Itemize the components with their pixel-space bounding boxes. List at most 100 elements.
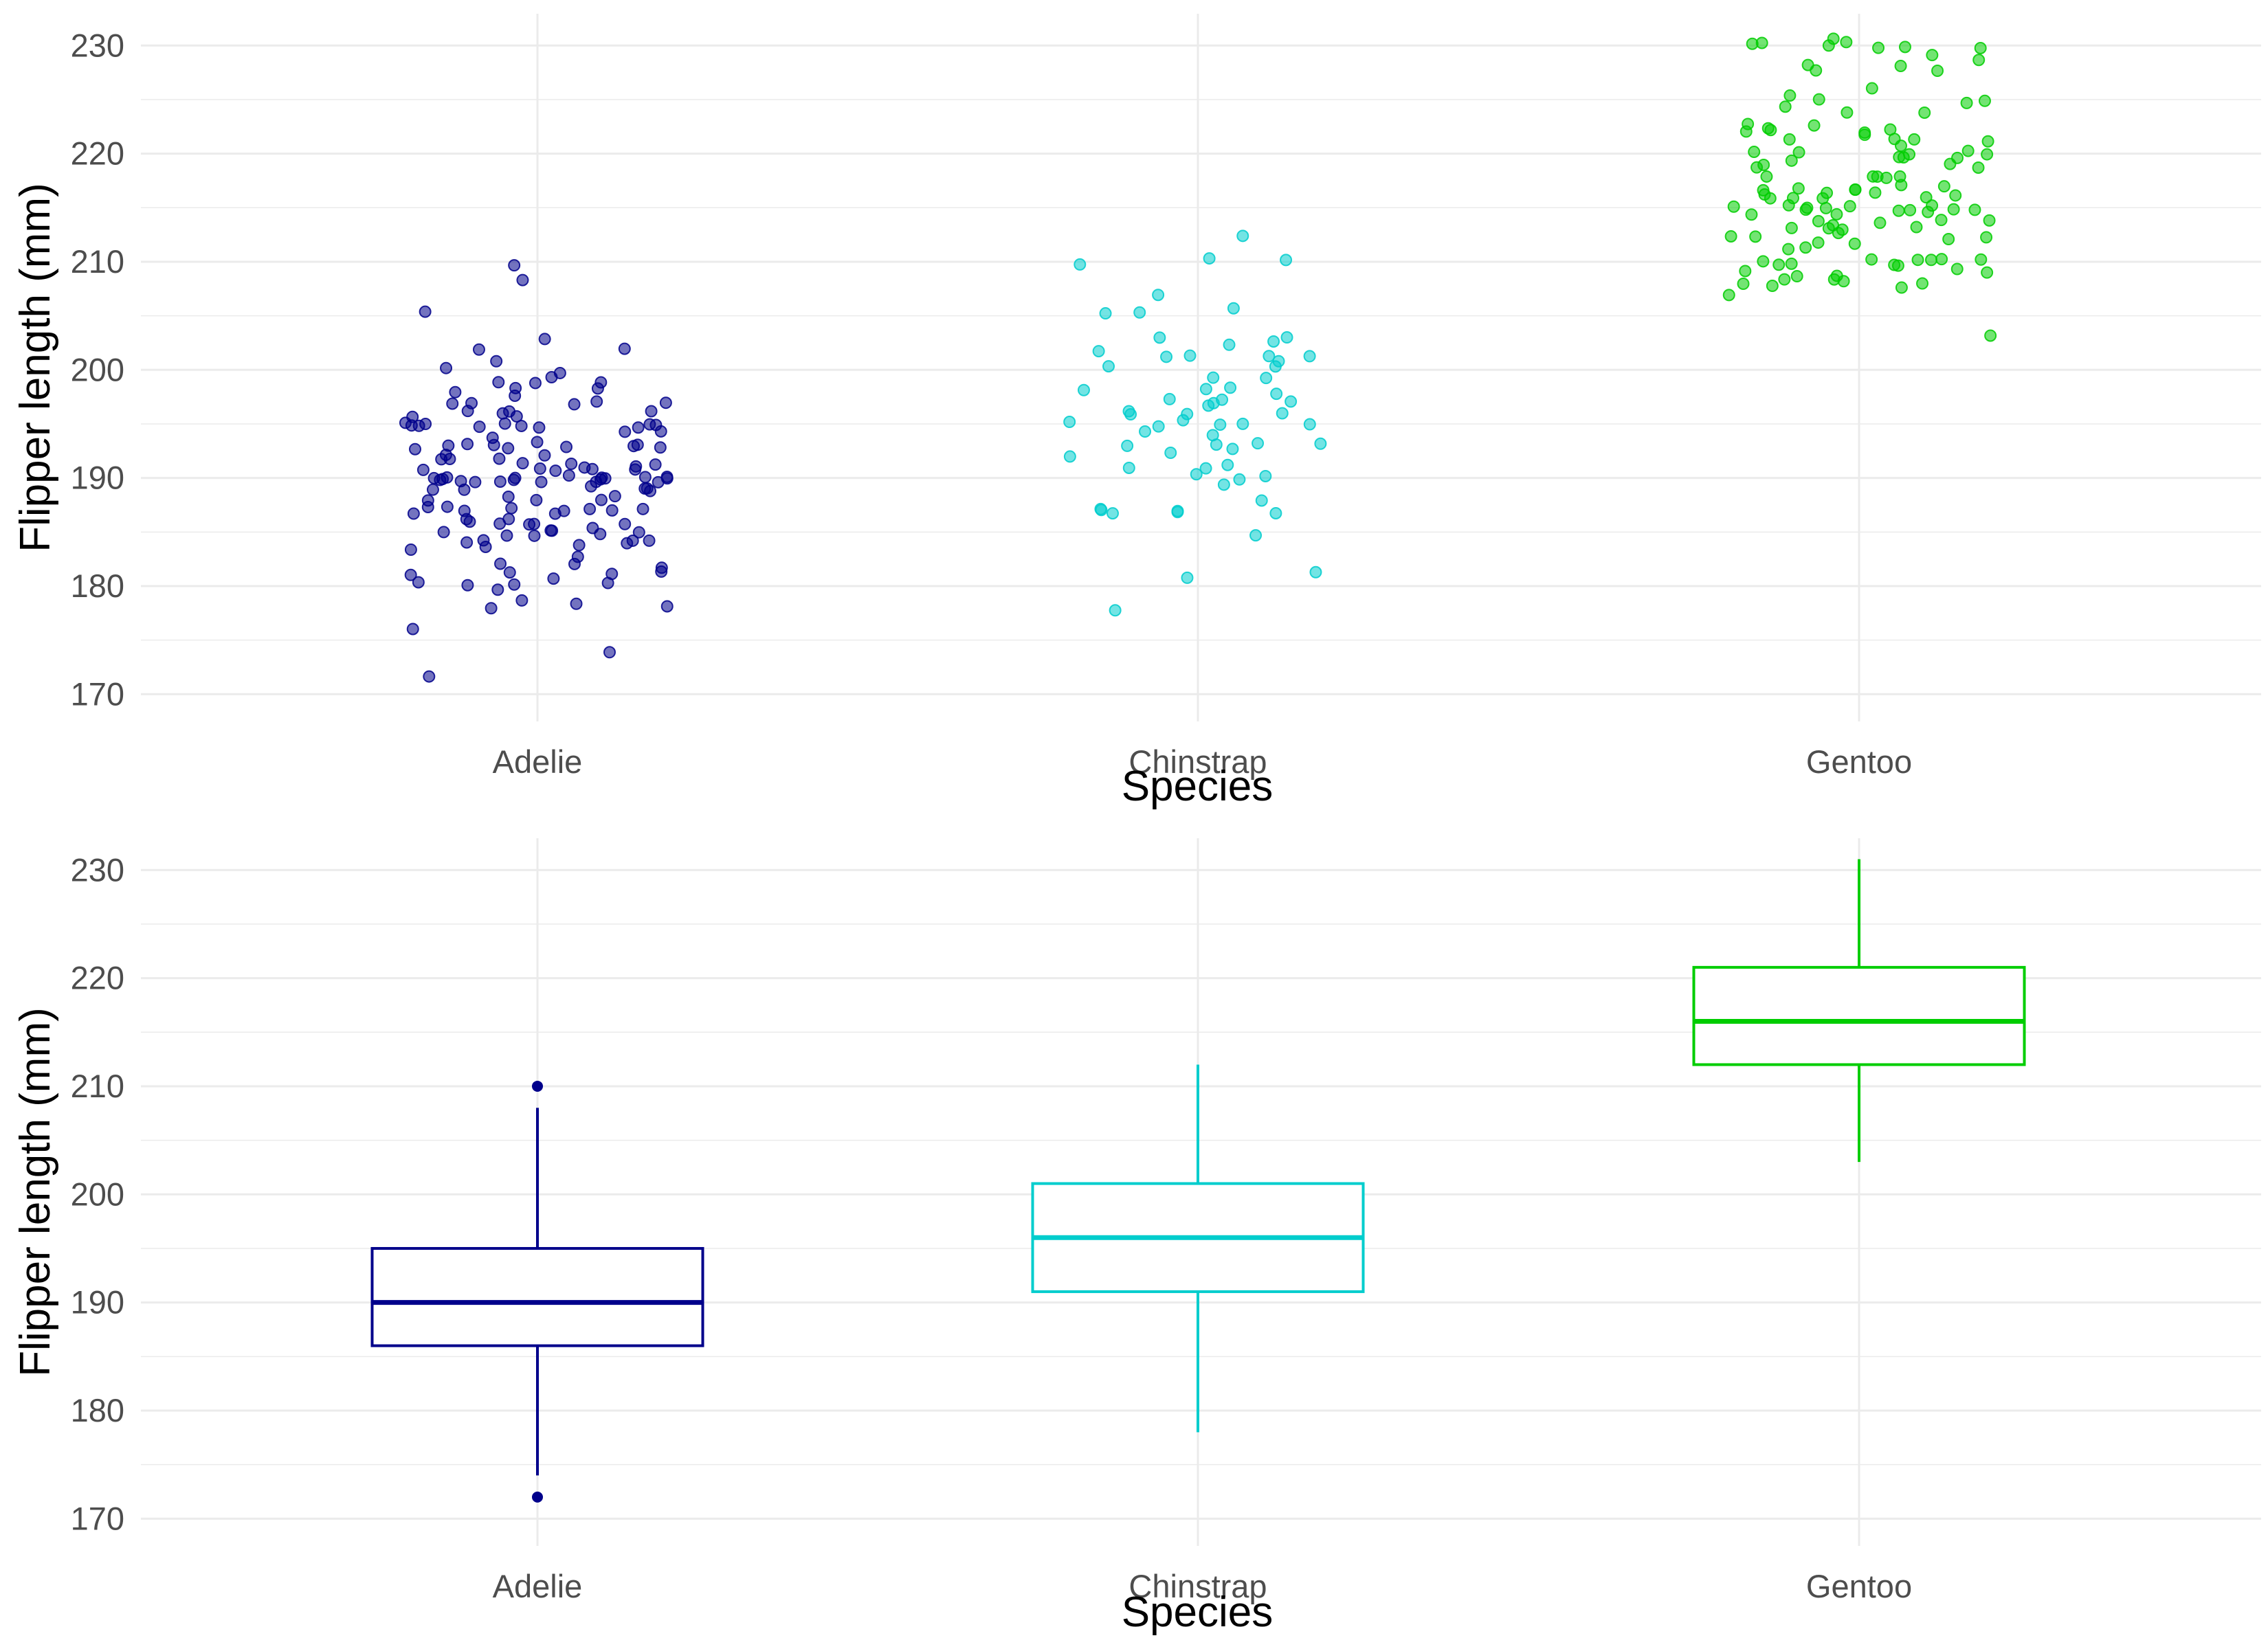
data-point-adelie <box>528 529 541 542</box>
data-point-chinstrap <box>1269 506 1282 519</box>
jitter-plot-grid <box>141 14 2261 721</box>
data-point-adelie <box>460 536 474 549</box>
data-point-chinstrap <box>1309 565 1322 579</box>
data-point-adelie <box>605 504 619 517</box>
data-point-gentoo <box>1975 253 1988 266</box>
data-point-gentoo <box>1981 148 1994 161</box>
data-point-adelie <box>508 259 521 272</box>
data-point-adelie <box>472 343 485 356</box>
data-point-adelie <box>442 439 455 452</box>
data-point-gentoo <box>1983 214 1996 227</box>
data-point-chinstrap <box>1152 420 1165 433</box>
data-point-gentoo <box>1792 146 1805 159</box>
jitter-plot-x-tick-label: Adelie <box>493 743 583 780</box>
data-point-gentoo <box>1764 124 1777 137</box>
data-point-adelie <box>446 397 459 410</box>
data-point-gentoo <box>1980 231 1993 244</box>
data-point-chinstrap <box>1223 338 1236 351</box>
data-point-adelie <box>619 425 632 438</box>
data-point-gentoo <box>1895 281 1908 294</box>
data-point-gentoo <box>1801 201 1814 214</box>
data-point-adelie <box>407 507 420 520</box>
data-point-adelie <box>627 440 641 453</box>
data-point-adelie <box>406 410 419 423</box>
data-point-chinstrap <box>1074 258 1087 271</box>
data-point-adelie <box>404 568 417 581</box>
data-point-adelie <box>603 646 616 659</box>
data-point-adelie <box>492 376 505 389</box>
jitter-plot-panel: 170 180 190 200 210 220 230 Adelie Chinstrap Gen… <box>12 14 2261 810</box>
data-point-chinstrap <box>1252 437 1265 450</box>
data-point-gentoo <box>1931 64 1944 77</box>
box-plot-y-axis-title: Flipper length (mm) <box>12 1007 59 1376</box>
data-point-adelie <box>515 594 529 607</box>
data-point-chinstrap <box>1207 396 1220 410</box>
data-point-gentoo <box>1757 183 1770 197</box>
data-point-gentoo <box>1783 89 1797 102</box>
data-point-gentoo <box>1739 265 1752 278</box>
data-point-gentoo <box>1830 269 1843 282</box>
data-point-gentoo <box>1961 144 1975 157</box>
data-point-chinstrap <box>1160 350 1173 363</box>
data-point-adelie <box>632 421 645 434</box>
data-point-gentoo <box>1968 203 1981 216</box>
data-point-chinstrap <box>1269 360 1282 373</box>
data-point-gentoo <box>1865 253 1878 266</box>
data-point-adelie <box>516 457 529 470</box>
jitter-plot-y-tick-labels: 170 180 190 200 210 220 230 <box>71 27 124 712</box>
data-point-adelie <box>421 500 434 513</box>
data-point-gentoo <box>1745 208 1758 221</box>
data-point-adelie <box>404 543 417 557</box>
data-point-chinstrap <box>1163 392 1176 405</box>
data-point-gentoo <box>1904 203 1917 216</box>
data-point-gentoo <box>1840 36 1853 49</box>
data-point-chinstrap <box>1199 383 1212 396</box>
data-point-gentoo <box>1787 192 1800 205</box>
data-point-chinstrap <box>1217 478 1230 491</box>
data-point-gentoo <box>1778 273 1791 286</box>
data-point-adelie <box>586 521 599 535</box>
data-point-gentoo <box>1922 205 1935 218</box>
data-point-gentoo <box>1821 186 1834 199</box>
box-plot-y-tick-label: 230 <box>71 851 124 888</box>
data-point-chinstrap <box>1152 289 1165 302</box>
data-point-adelie <box>538 333 551 346</box>
data-point-gentoo <box>1830 207 1843 221</box>
iqr-box <box>370 1246 704 1347</box>
data-point-adelie <box>487 438 500 451</box>
box-plot-x-tick-labels: Adelie Chinstrap Gentoo <box>493 1568 1912 1604</box>
data-point-chinstrap <box>1121 439 1134 452</box>
data-point-gentoo <box>1746 37 1759 50</box>
data-point-chinstrap <box>1203 252 1216 265</box>
jitter-plot-y-tick-label: 180 <box>71 568 124 604</box>
data-point-adelie <box>479 540 492 553</box>
data-point-chinstrap <box>1177 414 1190 427</box>
data-point-gentoo <box>1785 221 1798 234</box>
data-point-chinstrap <box>1109 604 1122 617</box>
data-point-adelie <box>530 493 543 506</box>
data-point-chinstrap <box>1122 461 1135 474</box>
data-point-adelie <box>660 470 674 483</box>
data-point-adelie <box>440 361 453 374</box>
data-point-adelie <box>473 420 486 434</box>
data-point-gentoo <box>1926 49 1939 62</box>
data-point-gentoo <box>1937 180 1950 193</box>
jitter-plot-y-tick-label: 170 <box>71 675 124 712</box>
data-point-adelie <box>535 475 548 489</box>
data-point-chinstrap <box>1255 494 1268 507</box>
data-point-chinstrap <box>1183 349 1197 362</box>
data-point-adelie <box>493 475 507 488</box>
data-point-gentoo <box>1782 243 1795 256</box>
data-point-gentoo <box>1748 146 1761 159</box>
data-point-adelie <box>509 381 522 394</box>
data-point-adelie <box>529 377 542 390</box>
data-point-adelie <box>465 396 478 410</box>
data-point-chinstrap <box>1267 335 1280 348</box>
data-point-adelie <box>502 491 515 504</box>
jitter-plot-x-tick-label: Gentoo <box>1806 743 1912 780</box>
data-point-gentoo <box>1843 200 1856 213</box>
jitter-plot-y-tick-label: 220 <box>71 135 124 172</box>
data-point-gentoo <box>1972 161 1985 174</box>
data-point-gentoo <box>1785 154 1798 167</box>
data-point-adelie <box>643 418 656 431</box>
